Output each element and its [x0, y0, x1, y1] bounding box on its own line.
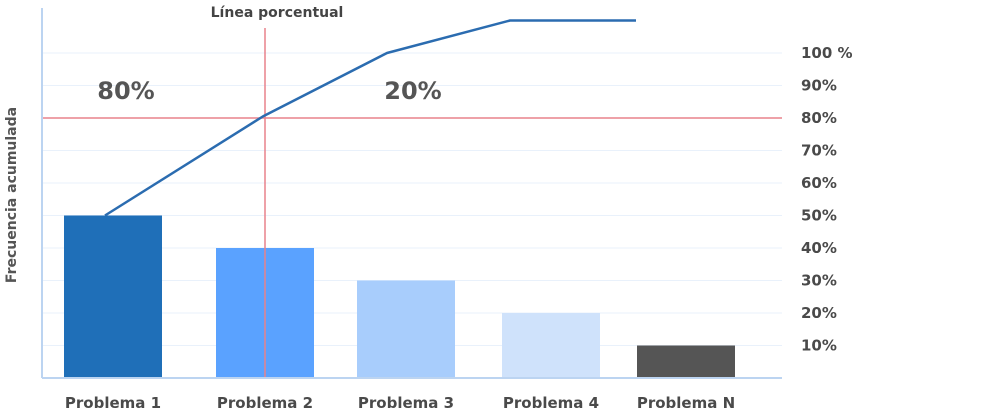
y-tick-label: 50%	[801, 207, 837, 225]
y-tick-label: 20%	[801, 304, 837, 322]
cumulative-line-group	[104, 19, 636, 217]
y-tick-label: 80%	[801, 109, 837, 127]
category-label: Problema 1	[65, 394, 161, 412]
y-tick-label: 30%	[801, 272, 837, 290]
y-tick-label: 90%	[801, 77, 837, 95]
y-axis-label: Frecuencia acumulada	[4, 107, 20, 283]
chart-text: Frecuencia acumulada Línea porcentual Pro…	[4, 5, 853, 412]
y-tick-label: 100 %	[801, 44, 853, 62]
axes	[41, 8, 782, 379]
category-label: Problema 3	[358, 394, 454, 412]
category-label: Problema 2	[217, 394, 313, 412]
y-tick-label: 40%	[801, 239, 837, 257]
bar-3	[357, 280, 455, 378]
vertical-line-label: Línea porcentual	[211, 5, 344, 21]
bar-5	[637, 345, 735, 378]
y-tick-label: 10%	[801, 337, 837, 355]
bars	[64, 215, 735, 378]
y-tick-label: 70%	[801, 142, 837, 160]
category-label: Problema N	[637, 394, 735, 412]
annotation-right: 20%	[384, 77, 441, 105]
bar-4	[502, 313, 600, 378]
category-label: Problema 4	[503, 394, 599, 412]
reference-lines	[42, 28, 782, 378]
bar-1	[64, 215, 162, 378]
annotation-left: 80%	[97, 77, 154, 105]
y-tick-label: 60%	[801, 174, 837, 192]
grid-lines	[42, 52, 782, 346]
cumulative-line	[104, 19, 636, 217]
